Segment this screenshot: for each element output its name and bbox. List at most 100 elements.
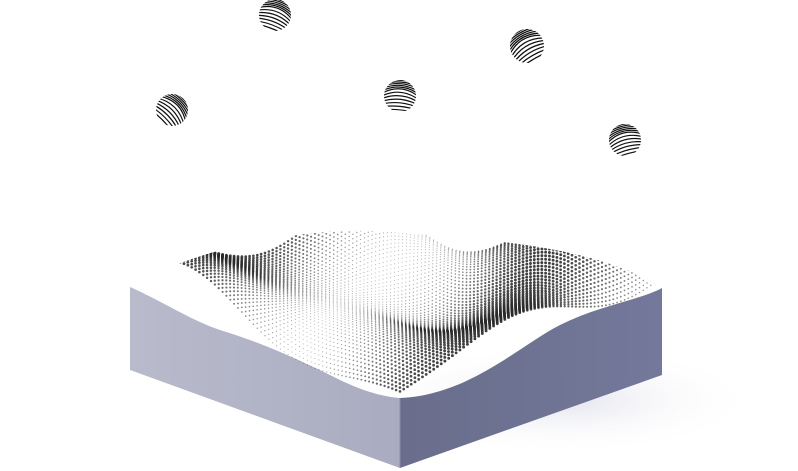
terrain-dot (431, 346, 435, 350)
terrain-dot (325, 265, 327, 268)
terrain-dot (374, 314, 376, 316)
terrain-dot (294, 275, 297, 278)
terrain-dot (325, 302, 327, 304)
terrain-dot (601, 296, 604, 299)
terrain-dot (336, 274, 338, 276)
terrain-dot (600, 257, 604, 260)
terrain-dot (495, 255, 499, 258)
terrain-dot (442, 337, 446, 340)
terrain-dot (256, 304, 258, 307)
terrain-dot (409, 234, 412, 236)
terrain-dot (263, 264, 267, 267)
terrain-dot (349, 205, 351, 207)
terrain-dot (390, 247, 392, 249)
terrain-dot (391, 229, 392, 230)
terrain-dot (348, 261, 350, 264)
terrain-dot (313, 323, 316, 325)
terrain-dot (317, 303, 319, 305)
terrain-dot (294, 283, 297, 285)
terrain-dot (458, 254, 461, 257)
terrain-dot (612, 246, 615, 249)
terrain-dot (190, 246, 194, 250)
terrain-dot (325, 343, 327, 345)
terrain-dot (310, 319, 312, 321)
terrain-dot (428, 251, 430, 253)
terrain-dot (574, 244, 578, 248)
terrain-dot (375, 226, 376, 227)
terrain-dot (389, 329, 392, 331)
terrain-dot (391, 226, 392, 227)
terrain-dot (574, 290, 577, 294)
terrain-dot (536, 268, 540, 271)
terrain-dot (374, 305, 376, 307)
terrain-dot (351, 315, 354, 317)
terrain-dot (298, 328, 300, 330)
terrain-dot (382, 314, 384, 316)
terrain-dot (217, 269, 220, 273)
terrain-dot (155, 253, 159, 257)
terrain-dot (412, 315, 414, 317)
terrain-dot (443, 343, 446, 347)
terrain-dot (438, 319, 441, 322)
terrain-dot (298, 262, 301, 265)
terrain-dot (267, 250, 271, 253)
terrain-dot (409, 239, 411, 241)
terrain-dot (570, 253, 574, 257)
terrain-dot (348, 363, 351, 365)
terrain-dot (410, 226, 411, 227)
terrain-dot (352, 332, 354, 334)
terrain-dot (178, 245, 182, 249)
terrain-dot (491, 294, 495, 298)
terrain-dot (529, 249, 533, 252)
terrain-dot (328, 296, 331, 298)
terrain-dot (393, 308, 395, 310)
terrain-dot (240, 281, 243, 284)
terrain-dot (374, 312, 376, 314)
terrain-dot (147, 256, 151, 260)
terrain-dot (544, 238, 548, 242)
terrain-dot (394, 360, 397, 363)
terrain-dot (321, 277, 323, 279)
terrain-dot (313, 264, 316, 267)
terrain-dot (374, 268, 377, 270)
terrain-dot (405, 269, 407, 271)
terrain-dot (329, 322, 331, 324)
terrain-dot (190, 246, 194, 250)
terrain-dot (267, 304, 270, 306)
terrain-dot (529, 262, 532, 265)
terrain-dot (263, 284, 266, 287)
terrain-dot (510, 260, 514, 264)
terrain-dot (570, 273, 574, 277)
terrain-dot (435, 350, 439, 354)
terrain-dot (282, 284, 285, 287)
terrain-dot (298, 235, 301, 239)
terrain-dot (260, 321, 262, 324)
terrain-dot (372, 202, 374, 204)
terrain-dot (163, 249, 167, 253)
terrain-dot (329, 325, 331, 327)
terrain-dot (465, 335, 469, 339)
terrain-dot (540, 268, 544, 271)
terrain-dot (367, 244, 369, 246)
terrain-dot (332, 313, 335, 315)
terrain-dot (390, 239, 392, 241)
terrain-dot (344, 303, 346, 305)
terrain-dot (589, 265, 592, 269)
terrain-dot (375, 349, 378, 352)
terrain-dot (391, 211, 392, 212)
terrain-dot (457, 290, 460, 293)
terrain-dot (302, 352, 304, 355)
terrain-dot (439, 281, 441, 284)
terrain-dot (194, 261, 197, 265)
terrain-dot (355, 297, 357, 299)
terrain-dot (457, 306, 460, 310)
terrain-dot (337, 338, 339, 341)
terrain-dot (484, 254, 487, 257)
terrain-dot (428, 348, 431, 352)
terrain-dot (329, 259, 331, 262)
terrain-dot (420, 336, 423, 340)
terrain-dot (420, 346, 424, 349)
terrain-dot (310, 333, 312, 335)
terrain-dot (174, 256, 178, 260)
terrain-dot (420, 309, 422, 312)
